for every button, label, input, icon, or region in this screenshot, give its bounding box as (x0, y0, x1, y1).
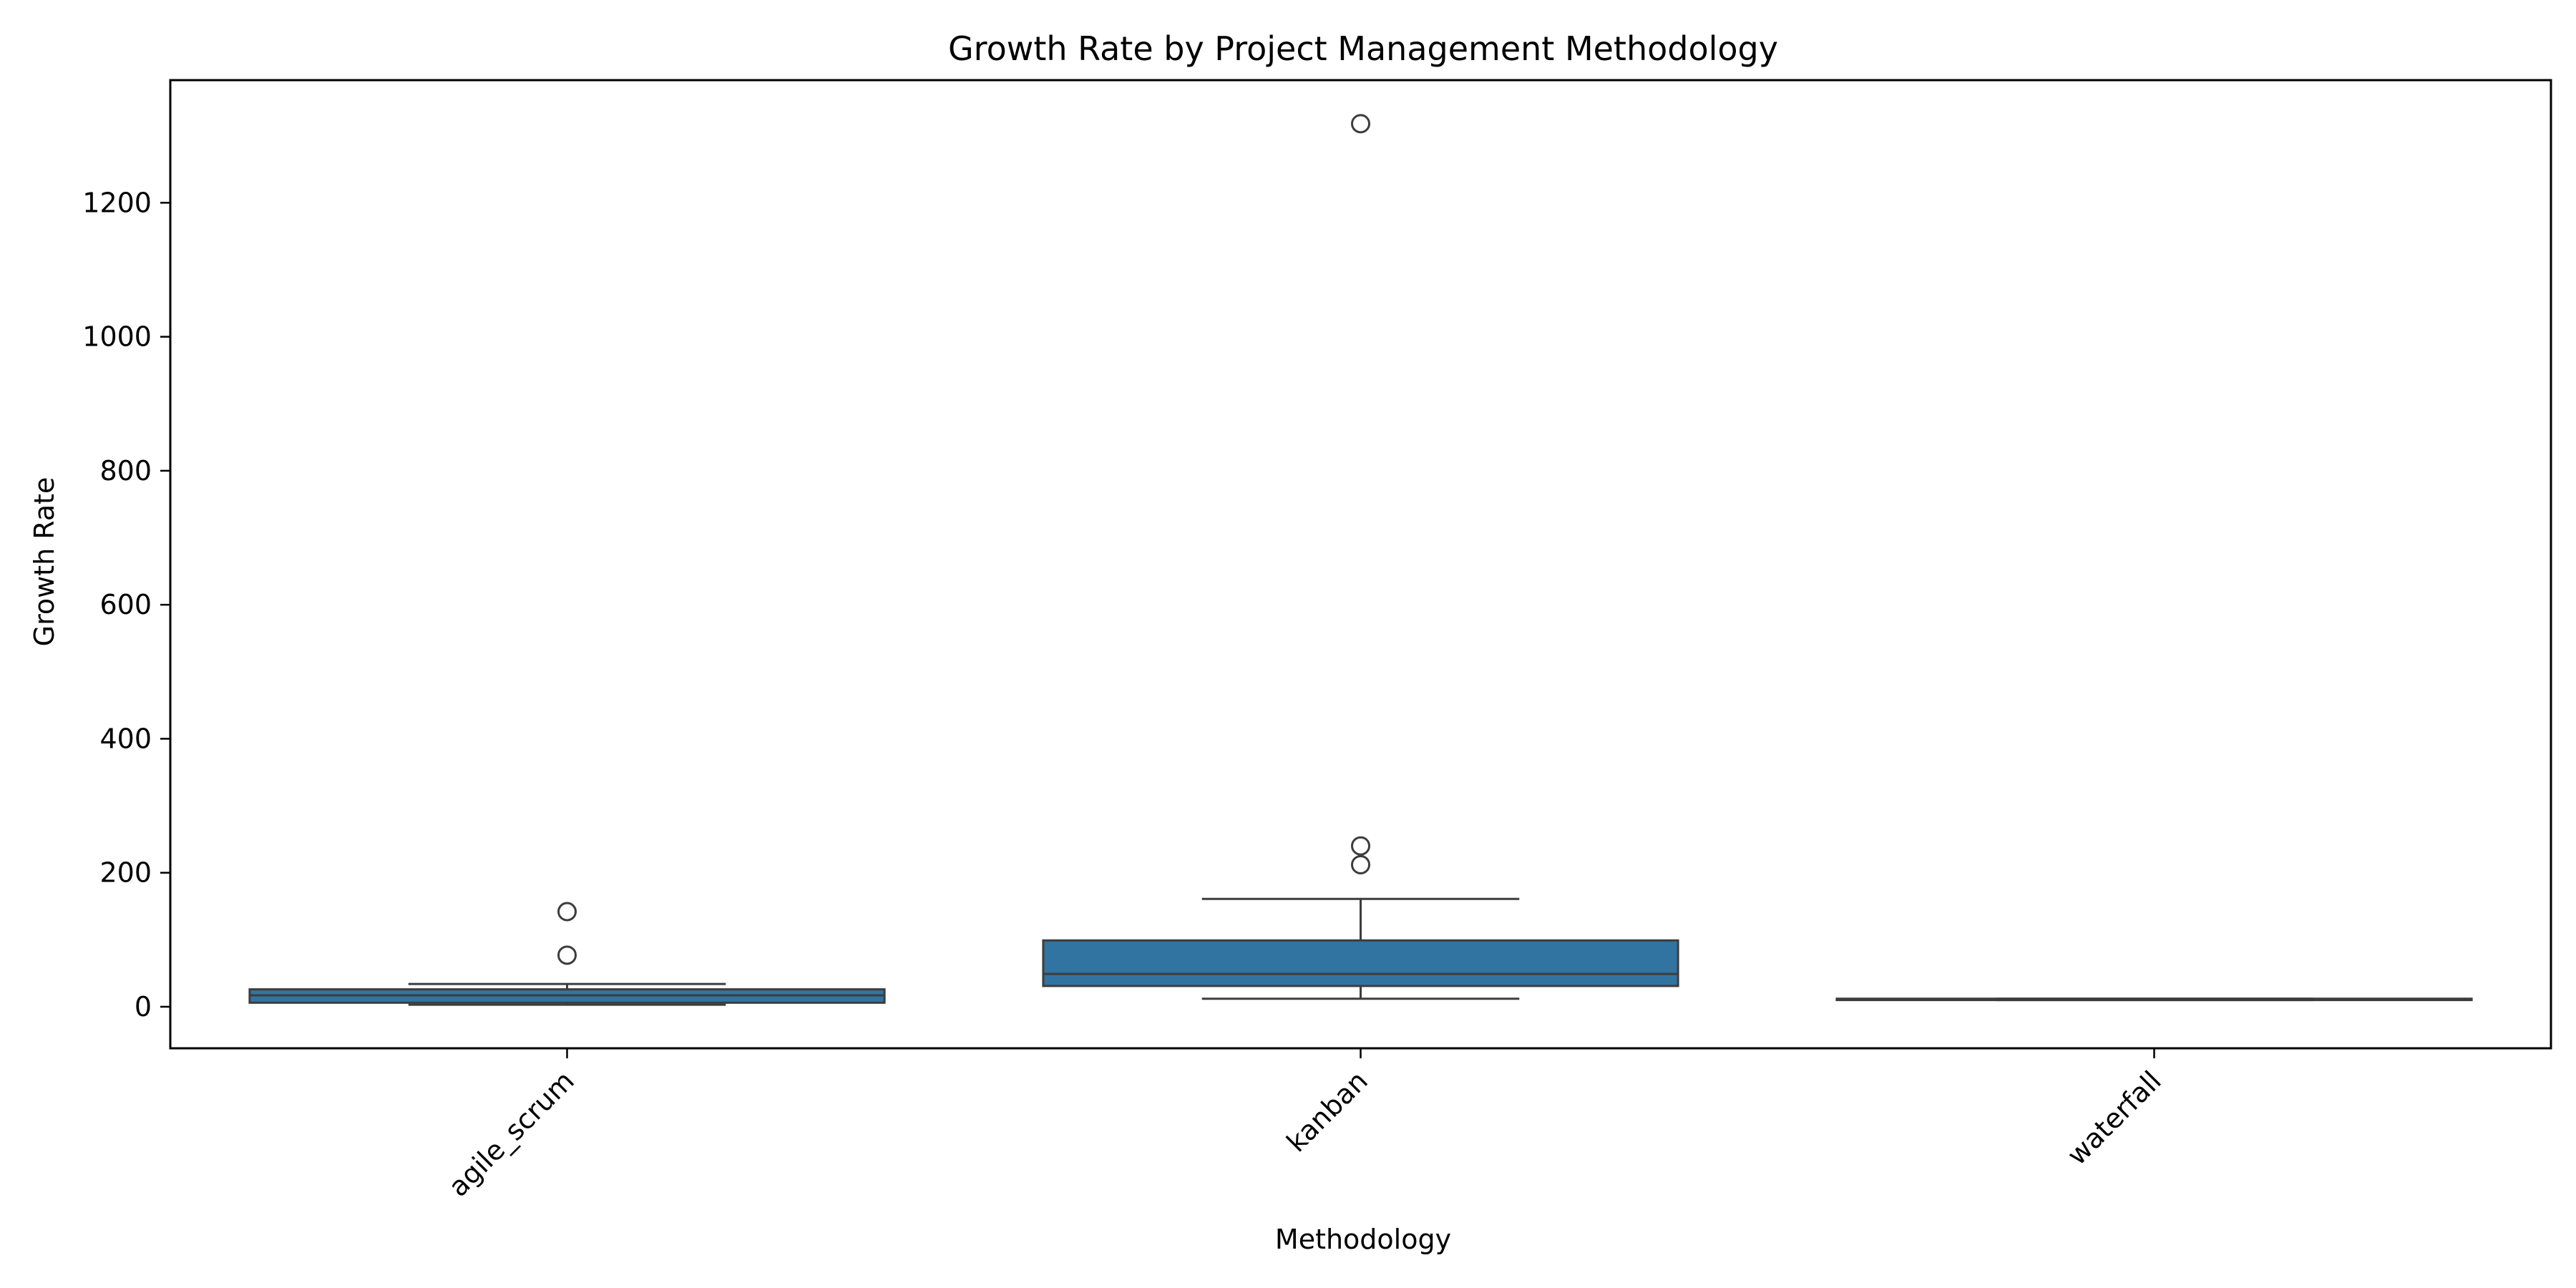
x-tick-label-kanban: kanban (1281, 1065, 1374, 1158)
x-tick-label-agile_scrum: agile_scrum (442, 1065, 580, 1203)
y-tick-label: 800 (99, 455, 152, 487)
chart-title: Growth Rate by Project Management Method… (948, 29, 1778, 68)
outlier-point-kanban (1351, 836, 1370, 856)
y-axis-label: Growth Rate (29, 477, 60, 647)
box-kanban (1042, 939, 1679, 987)
x-axis-label: Methodology (1275, 1224, 1451, 1255)
y-tick-label: 200 (99, 857, 152, 889)
plot-area: 0 200 400 600 800 1000 1200 agile_scrum kanban wa… (82, 79, 2552, 1203)
y-tick-label: 400 (99, 723, 152, 754)
outlier-point-kanban (1351, 114, 1370, 134)
y-tick-label: 0 (135, 991, 152, 1023)
y-tick-label: 1000 (82, 321, 152, 353)
y-tick-label: 600 (99, 589, 152, 620)
plot-frame (169, 79, 2552, 1050)
outlier-point-kanban (1351, 854, 1370, 874)
y-tick-label: 1200 (82, 187, 152, 218)
x-tick-label-waterfall: waterfall (2061, 1065, 2167, 1171)
outlier-point-agile_scrum (557, 902, 577, 922)
outlier-point-agile_scrum (557, 945, 577, 965)
